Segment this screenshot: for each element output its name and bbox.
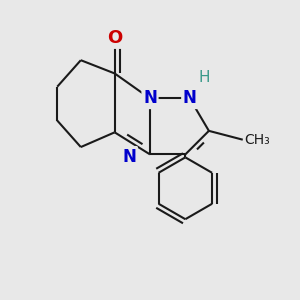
Text: CH₃: CH₃ (244, 133, 270, 147)
Text: N: N (143, 89, 157, 107)
Text: O: O (107, 29, 122, 47)
Text: H: H (199, 70, 210, 86)
Text: N: N (122, 148, 136, 166)
Text: N: N (183, 89, 197, 107)
